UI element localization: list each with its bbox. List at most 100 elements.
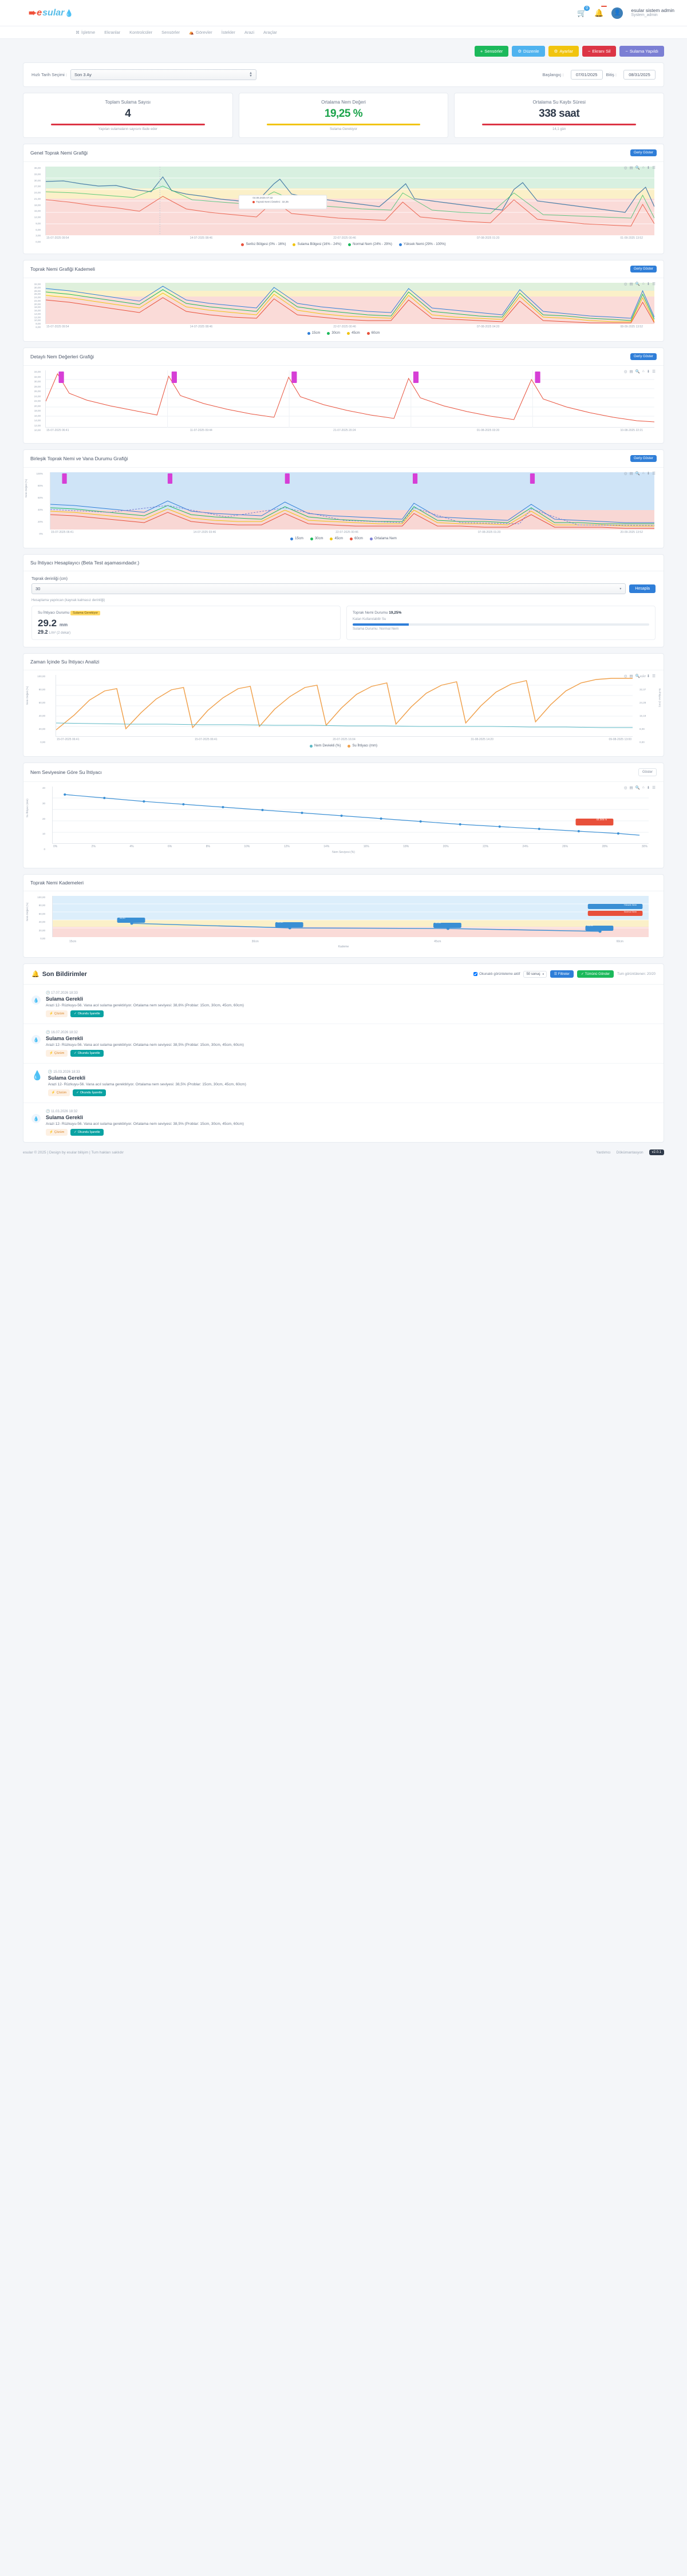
legend-item[interactable]: Seritız Bölgesi (0% - 16%) (241, 243, 286, 246)
mark-read-button[interactable]: ✓ Okundu İşaretle (70, 1129, 104, 1136)
legend-item[interactable]: Su İhtiyacı (mm) (348, 744, 377, 748)
resolve-button[interactable]: ⚡ Çözüm (46, 1010, 68, 1017)
add-sensor-button[interactable]: + Sensörler (474, 46, 509, 57)
plot-area[interactable] (45, 370, 654, 428)
download-icon[interactable]: ⬇ (646, 166, 650, 170)
pan-icon[interactable]: ▤ (629, 786, 633, 790)
zoom-selection-icon[interactable]: 🔍 (635, 786, 640, 790)
mark-read-button[interactable]: ✓ Okundu İşaretle (70, 1050, 104, 1057)
reset-icon[interactable]: ⌂ (642, 165, 645, 169)
zoom-in-icon[interactable]: ◎ (623, 472, 627, 476)
quick-date-select[interactable]: Son 3 Ay ▲ ▼ (70, 69, 256, 80)
menu-icon[interactable]: ☰ (652, 786, 656, 790)
reset-icon[interactable]: ⌂ (642, 785, 645, 789)
plot-area[interactable] (50, 472, 654, 530)
pan-icon[interactable]: ▤ (629, 472, 633, 476)
resolve-button[interactable]: ⚡ Çözüm (48, 1089, 70, 1096)
download-icon[interactable]: ⬇ (646, 282, 650, 286)
app-logo[interactable]: ➨ e sular 💧 (29, 7, 73, 19)
footer-link-help[interactable]: Yardımcı (596, 1150, 611, 1155)
nav-item-isletme[interactable]: ⌘ İşletme (76, 30, 95, 35)
legend-item[interactable]: Yüksek Nemi (29% - 100%) (398, 243, 446, 246)
calculate-button[interactable]: Hesapla (629, 584, 656, 593)
delete-screen-button[interactable]: − Ekranı Sil (582, 46, 617, 57)
irrigation-done-button[interactable]: − Sulama Yapıldı (619, 46, 664, 57)
bell-icon[interactable]: 🔔 (594, 5, 607, 18)
pan-icon[interactable]: ▤ (629, 370, 633, 374)
nav-item-ekranlar[interactable]: Ekranlar (104, 30, 120, 35)
legend-item[interactable]: 45cm (347, 331, 360, 335)
legend-item[interactable]: Sulama Bölgesi (16% - 24%) (293, 243, 341, 246)
zoom-in-icon[interactable]: ◎ (623, 370, 627, 374)
zoom-selection-icon[interactable]: 🔍 (635, 370, 640, 374)
zoom-in-icon[interactable]: ◎ (623, 166, 627, 170)
zoom-selection-icon[interactable]: 🔍 (635, 166, 640, 170)
menu-icon[interactable]: ☰ (652, 472, 656, 476)
plot-area[interactable]: 33,00 22,50 22,00 14,00 Yüksek Nem Norma… (52, 896, 649, 937)
plot-area[interactable]: 42.345 m (52, 787, 649, 844)
legend-item[interactable]: 15cm (290, 537, 303, 540)
download-icon[interactable]: ⬇ (646, 370, 650, 374)
legend-item[interactable]: 30cm (310, 537, 323, 540)
show-button[interactable]: Göster (638, 768, 657, 776)
pan-icon[interactable]: ▤ (629, 282, 633, 286)
footer-link-docs[interactable]: Dökümantasyon (616, 1150, 643, 1155)
menu-icon[interactable]: ☰ (652, 166, 656, 170)
pan-icon[interactable]: ▤ (629, 674, 633, 678)
reset-icon[interactable]: ⌂ (642, 369, 645, 373)
send-all-button[interactable]: ✓ Tümünü Gönder (577, 970, 614, 978)
reset-icon[interactable]: ⌂ (642, 471, 645, 475)
plot-area[interactable] (56, 675, 633, 737)
nav-item-istekler[interactable]: İstekler (222, 30, 235, 35)
user-meta[interactable]: esular sistem admin System_admin (631, 7, 674, 18)
filter-button[interactable]: ☰ Filtreler (550, 970, 574, 978)
menu-icon[interactable]: ☰ (652, 370, 656, 374)
zoom-selection-icon[interactable]: 🔍 (635, 282, 640, 286)
soil-depth-input[interactable]: 30 ▼ (31, 583, 626, 594)
zoom-selection-icon[interactable]: 🔍 (635, 472, 640, 476)
settings-button[interactable]: ⚙ Ayarlar (548, 46, 579, 57)
show-button[interactable]: Geriy Göster (630, 266, 657, 272)
legend-item[interactable]: 60cm (366, 331, 380, 335)
notification-row[interactable]: 💧 🕑 17.07.2026 18:33 Sulama Gerekli Araz… (23, 985, 664, 1024)
legend-item[interactable]: 45cm (330, 537, 343, 540)
download-icon[interactable]: ⬇ (646, 674, 650, 678)
show-button[interactable]: Geriy Göster (630, 149, 657, 156)
reset-icon[interactable]: ⌂ (642, 282, 645, 286)
zoom-in-icon[interactable]: ◎ (623, 282, 627, 286)
download-icon[interactable]: ⬇ (646, 472, 650, 476)
pan-icon[interactable]: ▤ (629, 166, 633, 170)
legend-item[interactable]: 15cm (307, 331, 320, 335)
notification-row[interactable]: 💧 🕑 16.07.2026 18:32 Sulama Gerekli Araz… (23, 1024, 664, 1064)
resolve-button[interactable]: ⚡ Çözüm (46, 1129, 68, 1136)
nav-item-sensorler[interactable]: Sensörler (161, 30, 180, 35)
cart-icon[interactable]: 🛒 0 (577, 5, 590, 18)
plot-area[interactable] (45, 283, 654, 324)
zoom-in-icon[interactable]: ◎ (623, 786, 627, 790)
edit-button[interactable]: ⚙ Düzenle (512, 46, 545, 57)
reset-icon[interactable]: ⌂ (642, 674, 645, 678)
resolve-button[interactable]: ⚡ Çözüm (46, 1050, 68, 1057)
zoom-in-icon[interactable]: ◎ (623, 674, 627, 678)
notification-row[interactable]: 💧 🕑 11.03.2026 18:32 Sulama Gerekli Araz… (23, 1103, 664, 1142)
legend-item[interactable]: Nem Deviekli (%) (309, 744, 341, 748)
nav-item-kontrolculer[interactable]: Kontrolcüler (129, 30, 152, 35)
zoom-selection-icon[interactable]: 🔍 (635, 674, 640, 678)
legend-item[interactable]: Ortalama Nem (369, 537, 397, 540)
plot-area[interactable]: 04.08.2025 07:32 Toprak Nemi Üstelmi : 3… (45, 167, 654, 235)
end-date-input[interactable]: 08/31/2025 (623, 70, 656, 80)
readable-view-input[interactable] (473, 972, 478, 976)
notification-row[interactable]: 💧 🕑 15.03.2026 18:33 Sulama Gerekli Araz… (23, 1064, 664, 1103)
start-date-input[interactable]: 07/01/2025 (570, 70, 603, 80)
menu-icon[interactable]: ☰ (652, 282, 656, 286)
result-count-select[interactable]: 50 sonuç ▼ (523, 970, 547, 978)
menu-icon[interactable]: ☰ (652, 674, 656, 678)
legend-item[interactable]: 60cm (350, 537, 363, 540)
avatar[interactable]: 👤 (611, 7, 623, 19)
download-icon[interactable]: ⬇ (646, 786, 650, 790)
mark-read-button[interactable]: ✓ Okundu İşaretle (70, 1010, 104, 1017)
show-button[interactable]: Geriy Göster (630, 455, 657, 462)
nav-item-gorevler[interactable]: ⛺ Görevler (189, 30, 212, 35)
mark-read-button[interactable]: ✓ Okundu İşaretle (73, 1089, 106, 1096)
legend-item[interactable]: Normal Nem (24% - 29%) (348, 243, 392, 246)
